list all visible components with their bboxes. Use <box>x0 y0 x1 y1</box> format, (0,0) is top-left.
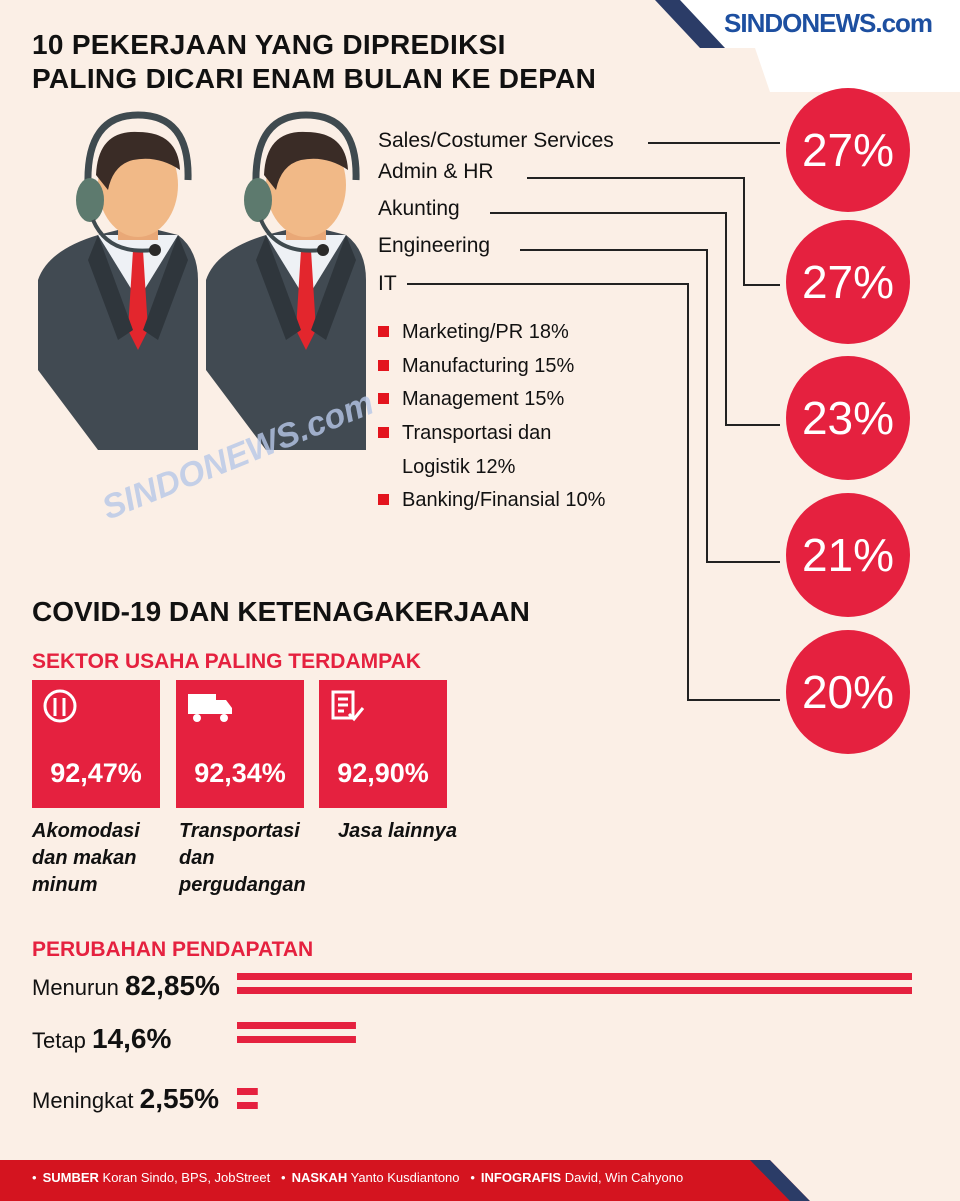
sector-label: Transportasi dan pergudangan <box>179 820 306 896</box>
section-title: COVID-19 DAN KETENAGAKERJAAN <box>32 596 530 627</box>
sector-percent: 92,90% <box>337 758 429 788</box>
icon <box>331 690 365 722</box>
sector-percent: 92,34% <box>194 758 286 788</box>
credit: • INFOGRAFIS David, Win Cahyono <box>470 1170 684 1185</box>
title-line: 10 PEKERJAAN YANG DIPREDIKSI <box>32 29 506 60</box>
title-line: PALING DICARI ENAM BULAN KE DEPAN <box>32 63 597 94</box>
percent-circle: 20% <box>786 630 910 754</box>
bullet <box>378 427 389 438</box>
job-item: Manufacturing 15% <box>402 355 575 377</box>
income-value: 82,85% <box>124 970 220 1001</box>
income-name: Meningkat <box>32 1088 134 1113</box>
credit-text: David, Win Cahyono <box>564 1170 684 1185</box>
sector-box: 92,90% <box>319 680 447 808</box>
bullet <box>378 326 389 337</box>
job-name: Engineering <box>378 234 491 257</box>
sector-label: Akomodasi dan makan minum <box>32 820 140 896</box>
credit-text: Yanto Kusdiantono <box>350 1170 460 1185</box>
job-item: Management 15% <box>402 388 565 410</box>
connector-lines <box>407 142 780 701</box>
income-label: Meningkat 2,55% <box>32 1083 219 1115</box>
bullet <box>378 360 389 371</box>
sector-label: Jasa lainnya <box>338 820 457 842</box>
person-illustration <box>38 115 198 450</box>
bar-stripe <box>237 973 912 980</box>
credit: • SUMBER Koran Sindo, BPS, JobStreet <box>32 1170 271 1185</box>
job-name: Sales/Costumer Services <box>378 129 614 152</box>
credit-label: SUMBER <box>42 1170 99 1185</box>
income-bar <box>237 973 912 994</box>
bullet <box>378 393 389 404</box>
job-item: Banking/Finansial 10% <box>402 489 606 511</box>
job-item: Transportasi dan Logistik 12% <box>402 422 552 478</box>
job-name: Akunting <box>378 197 460 220</box>
bar-stripe <box>237 987 912 994</box>
title: 10 PEKERJAAN YANG DIPREDIKSI PALING DICA… <box>32 28 596 96</box>
bar-stripe <box>237 1102 258 1109</box>
percent-circle: 21% <box>786 493 910 617</box>
sector-percent: 92,47% <box>50 758 142 788</box>
percent-circle: 27% <box>786 220 910 344</box>
income-bars <box>237 973 912 1109</box>
bar-stripe <box>237 1088 258 1095</box>
credit-text: Koran Sindo, BPS, JobStreet <box>102 1170 271 1185</box>
subsection-title: SEKTOR USAHA PALING TERDAMPAK <box>32 650 421 673</box>
job-name: Admin & HR <box>378 160 494 183</box>
icon <box>188 694 232 722</box>
income-name: Menurun <box>32 975 119 1000</box>
income-value: 2,55% <box>139 1083 220 1114</box>
logo-stripe <box>655 0 725 48</box>
job-name: IT <box>378 272 397 295</box>
subsection-title: PERUBAHAN PENDAPATAN <box>32 938 314 961</box>
logo-band <box>655 0 960 92</box>
income-label: Menurun 82,85% <box>32 970 220 1002</box>
logo: SINDONEWS.com <box>724 8 933 38</box>
credit-label: NASKAH <box>291 1170 348 1185</box>
credit-label: INFOGRAFIS <box>480 1170 562 1185</box>
income-name: Tetap <box>32 1028 86 1053</box>
income-bar <box>237 1088 258 1109</box>
sector-box: 92,34% <box>176 680 304 808</box>
income-label: Tetap 14,6% <box>32 1023 171 1055</box>
bar-stripe <box>237 1022 356 1029</box>
percent-circle: 27% <box>786 88 910 212</box>
sector-box: 92,47% <box>32 680 160 808</box>
percent-circle: 23% <box>786 356 910 480</box>
icon <box>43 689 77 723</box>
bar-stripe <box>237 1036 356 1043</box>
income-bar <box>237 1022 356 1043</box>
income-value: 14,6% <box>91 1023 172 1054</box>
job-item: Marketing/PR 18% <box>402 321 569 343</box>
credit: • NASKAH Yanto Kusdiantono <box>281 1170 460 1185</box>
footer-stripe <box>750 1160 960 1201</box>
credits: • SUMBER Koran Sindo, BPS, JobStreet • NAS… <box>32 1170 683 1185</box>
bullet <box>378 494 389 505</box>
